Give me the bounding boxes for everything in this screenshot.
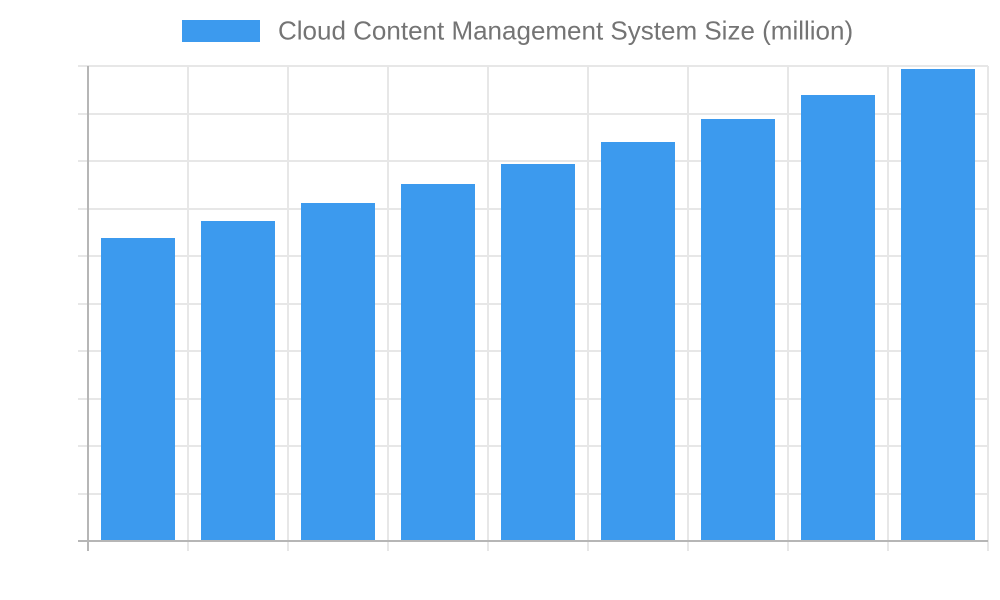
- bar[interactable]: [801, 94, 875, 541]
- legend-label: Cloud Content Management System Size (mi…: [278, 15, 854, 46]
- v-gridline: [987, 66, 989, 551]
- y-axis-line: [87, 66, 89, 551]
- bar[interactable]: [101, 237, 175, 541]
- h-gridline: [78, 112, 988, 115]
- h-gridline: [78, 160, 988, 162]
- h-gridline: [78, 65, 988, 67]
- v-gridline: [287, 66, 289, 551]
- bar[interactable]: [301, 203, 375, 541]
- bar[interactable]: [501, 163, 575, 541]
- bar[interactable]: [701, 119, 775, 541]
- v-gridline: [487, 66, 489, 551]
- bar[interactable]: [201, 221, 275, 541]
- v-gridline: [187, 66, 189, 551]
- v-gridline: [387, 66, 389, 551]
- v-gridline: [587, 66, 589, 551]
- v-gridline: [687, 66, 689, 551]
- bar[interactable]: [901, 69, 975, 541]
- x-axis-line: [78, 540, 988, 542]
- v-gridline: [887, 66, 889, 551]
- v-gridline: [787, 66, 789, 551]
- legend-swatch: [182, 20, 260, 42]
- bar[interactable]: [401, 184, 475, 541]
- bar[interactable]: [601, 142, 675, 541]
